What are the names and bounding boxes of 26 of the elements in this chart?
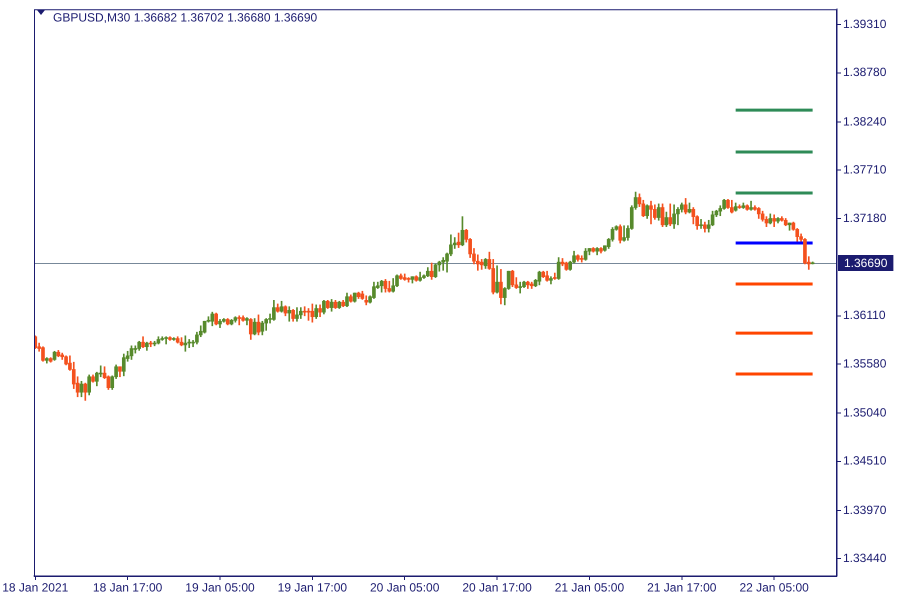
ref-line-label: 1.36690 <box>844 256 888 270</box>
y-tick-label: 1.35580 <box>843 356 887 370</box>
x-tick-label: 18 Jan 17:00 <box>92 580 163 595</box>
x-tick-label: 19 Jan 17:00 <box>278 580 348 595</box>
y-tick-label: 1.34510 <box>843 454 887 468</box>
y-tick-label: 1.39310 <box>843 16 887 31</box>
y-tick-label: 1.37180 <box>843 210 887 225</box>
x-tick-label: 18 Jan 2021 <box>2 580 69 595</box>
y-tick-label: 1.35040 <box>843 405 887 420</box>
x-tick-label: 21 Jan 05:00 <box>554 580 624 595</box>
chart-title: GBPUSD,M30 1.36682 1.36702 1.36680 1.36690 <box>53 10 318 25</box>
y-tick-label: 1.33440 <box>843 551 887 566</box>
x-tick-label: 21 Jan 17:00 <box>647 580 717 595</box>
x-tick-label: 22 Jan 05:00 <box>739 580 810 595</box>
x-tick-label: 19 Jan 05:00 <box>185 580 256 595</box>
y-tick-label: 1.37710 <box>843 162 887 177</box>
x-tick-label: 20 Jan 05:00 <box>370 580 440 595</box>
y-tick-label: 1.38780 <box>843 65 887 80</box>
candlestick <box>622 225 626 242</box>
candlestick <box>306 308 310 321</box>
candlestick <box>649 200 653 224</box>
y-tick-label: 1.33970 <box>843 502 887 517</box>
candlestick <box>699 219 703 229</box>
y-tick-label: 1.38240 <box>843 114 887 128</box>
y-tick-label: 1.36110 <box>843 308 886 322</box>
x-tick-label: 20 Jan 17:00 <box>462 580 532 595</box>
